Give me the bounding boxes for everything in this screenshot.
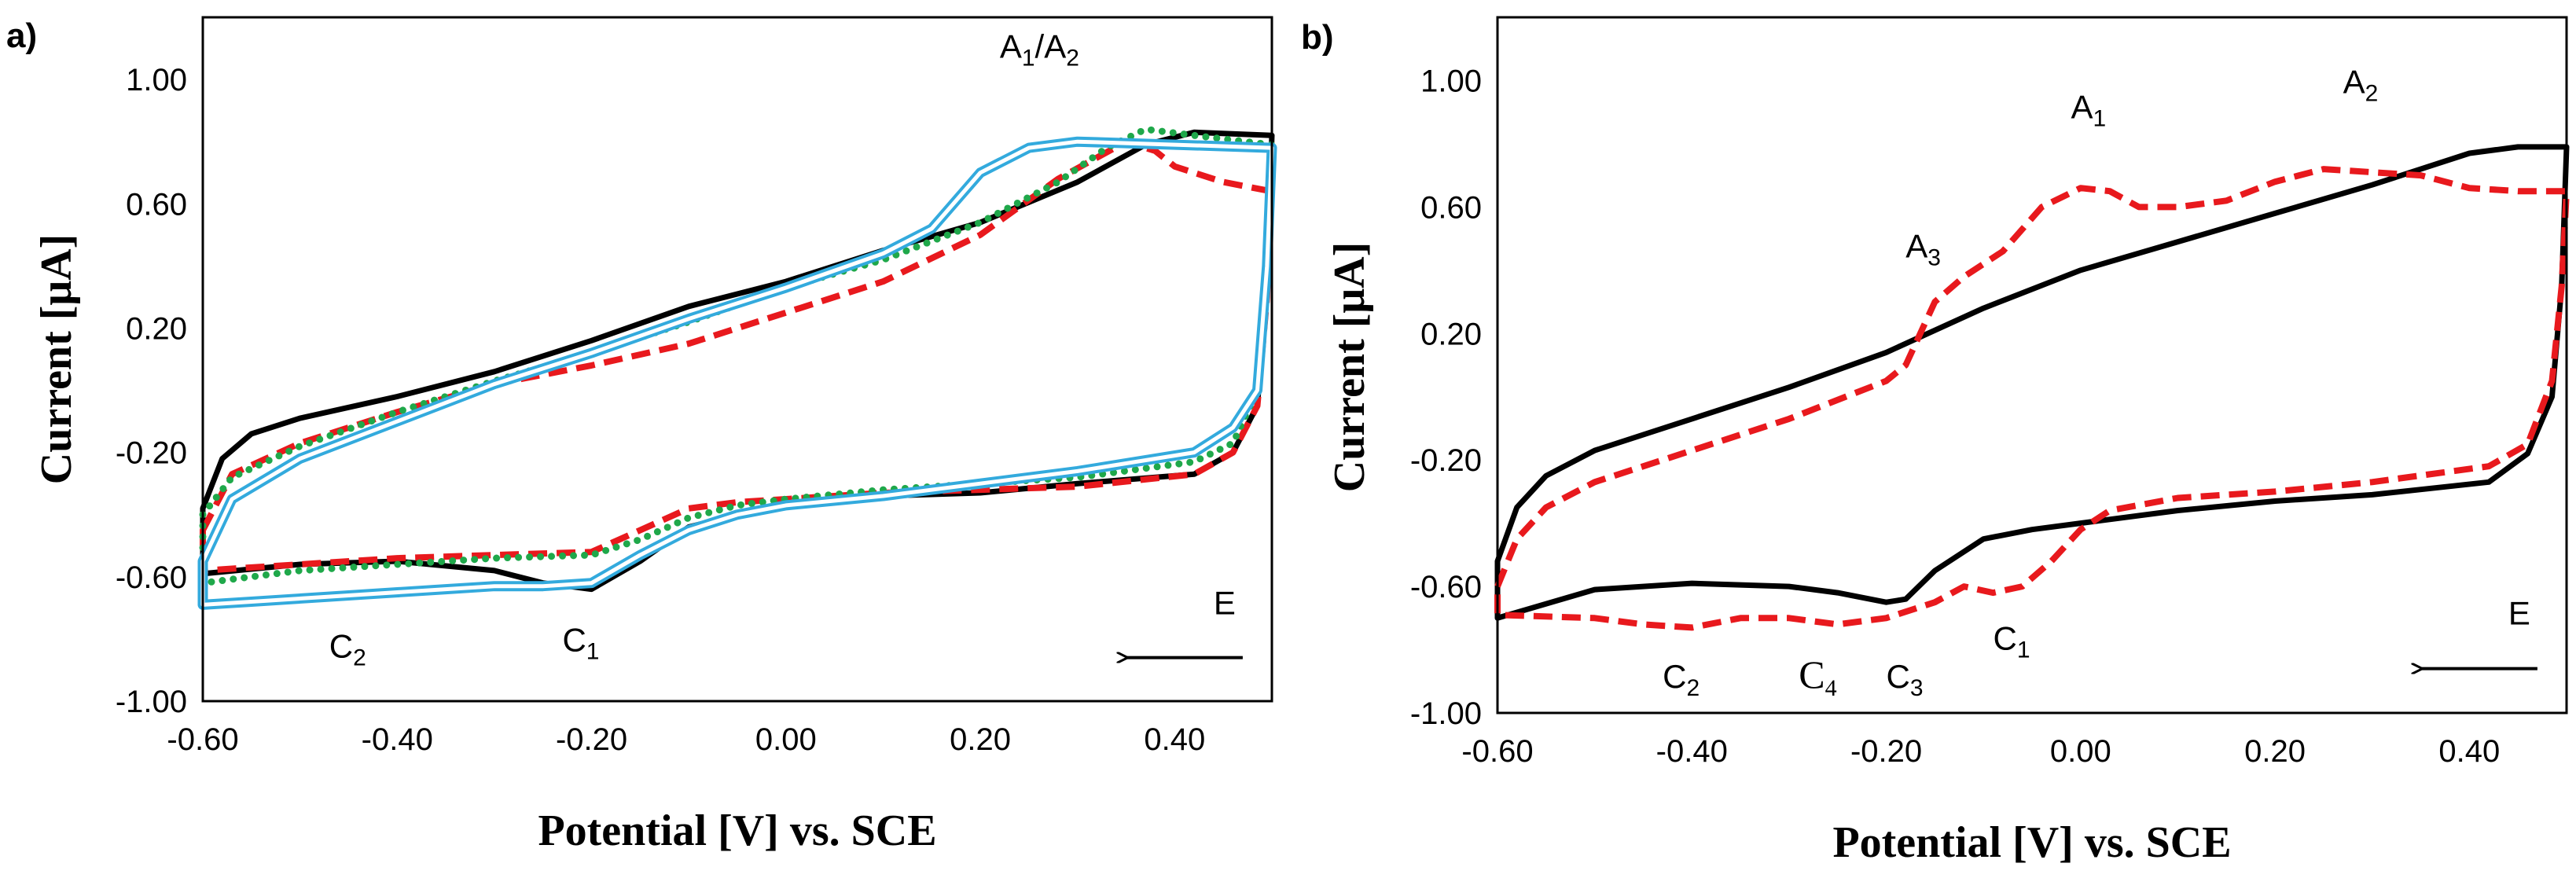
panel-label-b: b) xyxy=(1301,18,1334,57)
series-red-dashed-b xyxy=(1494,166,2570,631)
x-tick-label-b: -0.60 xyxy=(1461,734,1533,769)
y-axis-title-b: Current [μA] xyxy=(1325,242,1374,492)
y-tick-label-a: -0.60 xyxy=(116,560,187,595)
peak-label-a: C1 xyxy=(562,622,599,665)
series-blue-double-a-inner xyxy=(200,139,1274,607)
y-tick-label-b: -0.20 xyxy=(1410,443,1482,478)
series-black-solid-b xyxy=(1494,144,2570,621)
y-axis-title-a: Current [μA] xyxy=(32,234,81,484)
peak-label-b: A2 xyxy=(2343,64,2379,107)
series-black-solid-a xyxy=(200,129,1275,593)
x-tick-label-b: 0.20 xyxy=(2244,734,2306,769)
series-group-b xyxy=(1494,144,2570,631)
x-axis-b: -0.60 -0.40 -0.20 0.00 0.20 0.40 xyxy=(1461,734,2500,769)
peak-label-b: C4 xyxy=(1799,652,1836,701)
y-tick-label-a: 0.20 xyxy=(126,311,187,346)
y-tick-label-b: 0.60 xyxy=(1420,190,1482,225)
y-tick-label-b: -1.00 xyxy=(1410,696,1482,731)
series-blue-double-a xyxy=(197,136,1277,610)
y-tick-label-b: 1.00 xyxy=(1420,64,1482,98)
y-tick-label-a: 0.60 xyxy=(126,187,187,222)
x-tick-label-a: -0.40 xyxy=(362,722,433,757)
peak-label-b: A3 xyxy=(1905,228,1941,271)
x-tick-label-a: -0.20 xyxy=(556,722,627,757)
x-tick-label-a: 0.00 xyxy=(755,722,817,757)
peak-label-b: C1 xyxy=(1994,620,2030,663)
x-axis-title-b: Potential [V] vs. SCE xyxy=(1832,818,2231,867)
peak-label-a: C2 xyxy=(329,628,366,671)
plot-frame-a xyxy=(201,16,1273,703)
x-tick-label-a: 0.20 xyxy=(950,722,1011,757)
panel-label-a: a) xyxy=(6,17,37,55)
x-tick-label-b: 0.00 xyxy=(2050,734,2111,769)
y-tick-label-a: -0.20 xyxy=(116,436,187,471)
y-tick-label-a: -1.00 xyxy=(116,685,187,719)
chart-panel-b: b) -1.00-0.60-0.200.200.601.00 -0.60 -0.4… xyxy=(1301,16,2570,867)
peak-label-b: C3 xyxy=(1887,658,1924,701)
x-tick-label-b: 0.40 xyxy=(2438,734,2500,769)
peak-label-a: A1/A2 xyxy=(1000,28,1079,71)
y-axis-a: -1.00 -0.60 -0.20 0.20 0.60 1.00 xyxy=(116,63,187,719)
y-axis-b: -1.00 -0.60 -0.20 0.20 0.60 1.00 xyxy=(1410,64,1482,731)
series-red-dashed-a xyxy=(200,138,1275,574)
y-tick-label-b: 0.20 xyxy=(1420,317,1482,351)
annotations-a: A1/A2 C2 C1 E xyxy=(329,28,1236,670)
annotations-b: A1 A2 A3 C2 C4 C3 C1 E xyxy=(1663,64,2530,701)
y-tick-label-b: -0.60 xyxy=(1410,570,1482,604)
chart-panel-a: a) -1.00-0.60-0.200.200.601.00 -0.60 -0.4… xyxy=(6,16,1277,855)
series-group-a xyxy=(197,125,1277,610)
x-tick-label-a: -0.60 xyxy=(167,722,238,757)
x-axis-a: -0.60 -0.40 -0.20 0.00 0.20 0.40 xyxy=(167,722,1205,757)
peak-label-b: E xyxy=(2508,594,2530,631)
x-tick-label-b: -0.40 xyxy=(1656,734,1728,769)
x-axis-title-a: Potential [V] vs. SCE xyxy=(538,806,936,855)
y-tick-label-a: 1.00 xyxy=(126,63,187,97)
peak-label-a: E xyxy=(1214,584,1236,621)
peak-label-b: C2 xyxy=(1663,658,1700,701)
x-tick-label-b: -0.20 xyxy=(1850,734,1922,769)
peak-label-b: A1 xyxy=(2071,89,2106,132)
x-tick-label-a: 0.40 xyxy=(1144,722,1205,757)
plot-frame-b xyxy=(1496,16,2568,715)
